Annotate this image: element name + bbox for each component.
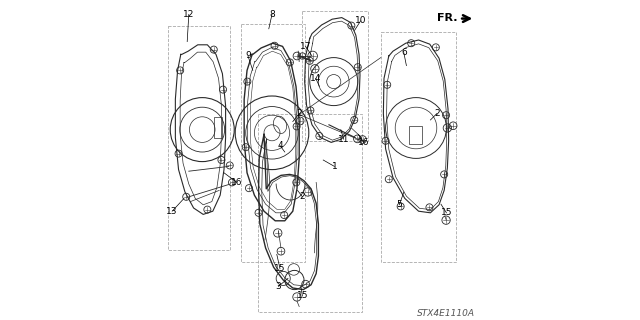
Text: 13: 13 xyxy=(166,207,178,216)
Bar xyxy=(258,114,362,312)
Text: 10: 10 xyxy=(355,16,366,25)
Text: 15: 15 xyxy=(441,208,452,217)
Text: 5: 5 xyxy=(397,200,402,209)
Text: 2: 2 xyxy=(296,109,302,118)
Text: 1: 1 xyxy=(332,162,337,171)
Bar xyxy=(241,24,305,262)
Text: FR.: FR. xyxy=(437,12,458,23)
Text: 8: 8 xyxy=(269,10,275,19)
Text: 2: 2 xyxy=(434,109,440,118)
Text: 16: 16 xyxy=(358,138,369,147)
Text: 2: 2 xyxy=(300,192,305,201)
Bar xyxy=(168,26,230,250)
Text: 3: 3 xyxy=(276,282,281,291)
Bar xyxy=(381,32,456,262)
Text: 12: 12 xyxy=(183,10,195,19)
Text: 16: 16 xyxy=(231,178,243,187)
Text: 4: 4 xyxy=(277,141,283,150)
Text: 17: 17 xyxy=(300,42,311,51)
Text: STX4E1110A: STX4E1110A xyxy=(417,309,475,318)
Text: 9: 9 xyxy=(245,52,251,60)
Bar xyxy=(214,117,223,138)
Text: 14: 14 xyxy=(310,74,321,83)
Text: 15: 15 xyxy=(275,264,285,273)
Bar xyxy=(409,126,422,144)
Bar xyxy=(302,11,368,141)
Text: 11: 11 xyxy=(338,135,349,144)
Text: 15: 15 xyxy=(297,292,308,300)
Text: 6: 6 xyxy=(401,48,406,57)
